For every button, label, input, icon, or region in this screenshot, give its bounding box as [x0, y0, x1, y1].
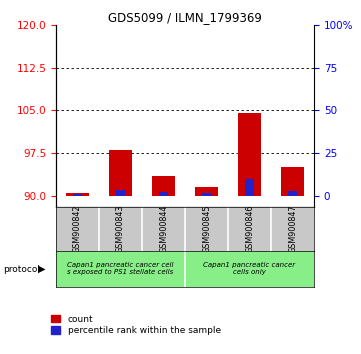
Bar	[109, 150, 132, 196]
Bar	[245, 179, 254, 196]
Bar	[73, 194, 82, 196]
Text: Capan1 pancreatic cancer
cells only: Capan1 pancreatic cancer cells only	[204, 262, 296, 275]
Title: GDS5099 / ILMN_1799369: GDS5099 / ILMN_1799369	[108, 11, 262, 24]
Text: GSM900844: GSM900844	[159, 205, 168, 253]
Bar	[66, 193, 89, 196]
Bar	[152, 176, 175, 196]
Bar	[116, 190, 125, 196]
Bar	[159, 192, 168, 196]
Text: GSM900846: GSM900846	[245, 205, 254, 253]
Text: protocol: protocol	[4, 264, 40, 274]
Text: ▶: ▶	[38, 264, 45, 274]
Bar	[288, 192, 297, 196]
Text: GSM900842: GSM900842	[73, 205, 82, 253]
Legend: count, percentile rank within the sample: count, percentile rank within the sample	[48, 311, 225, 339]
Text: GSM900845: GSM900845	[202, 205, 211, 253]
Text: GSM900843: GSM900843	[116, 205, 125, 253]
Bar	[195, 187, 218, 196]
Text: Capan1 pancreatic cancer cell
s exposed to PS1 stellate cells: Capan1 pancreatic cancer cell s exposed …	[67, 262, 174, 275]
Text: GSM900847: GSM900847	[288, 205, 297, 253]
Bar	[281, 167, 304, 196]
Bar	[202, 193, 211, 196]
Bar	[238, 113, 261, 196]
